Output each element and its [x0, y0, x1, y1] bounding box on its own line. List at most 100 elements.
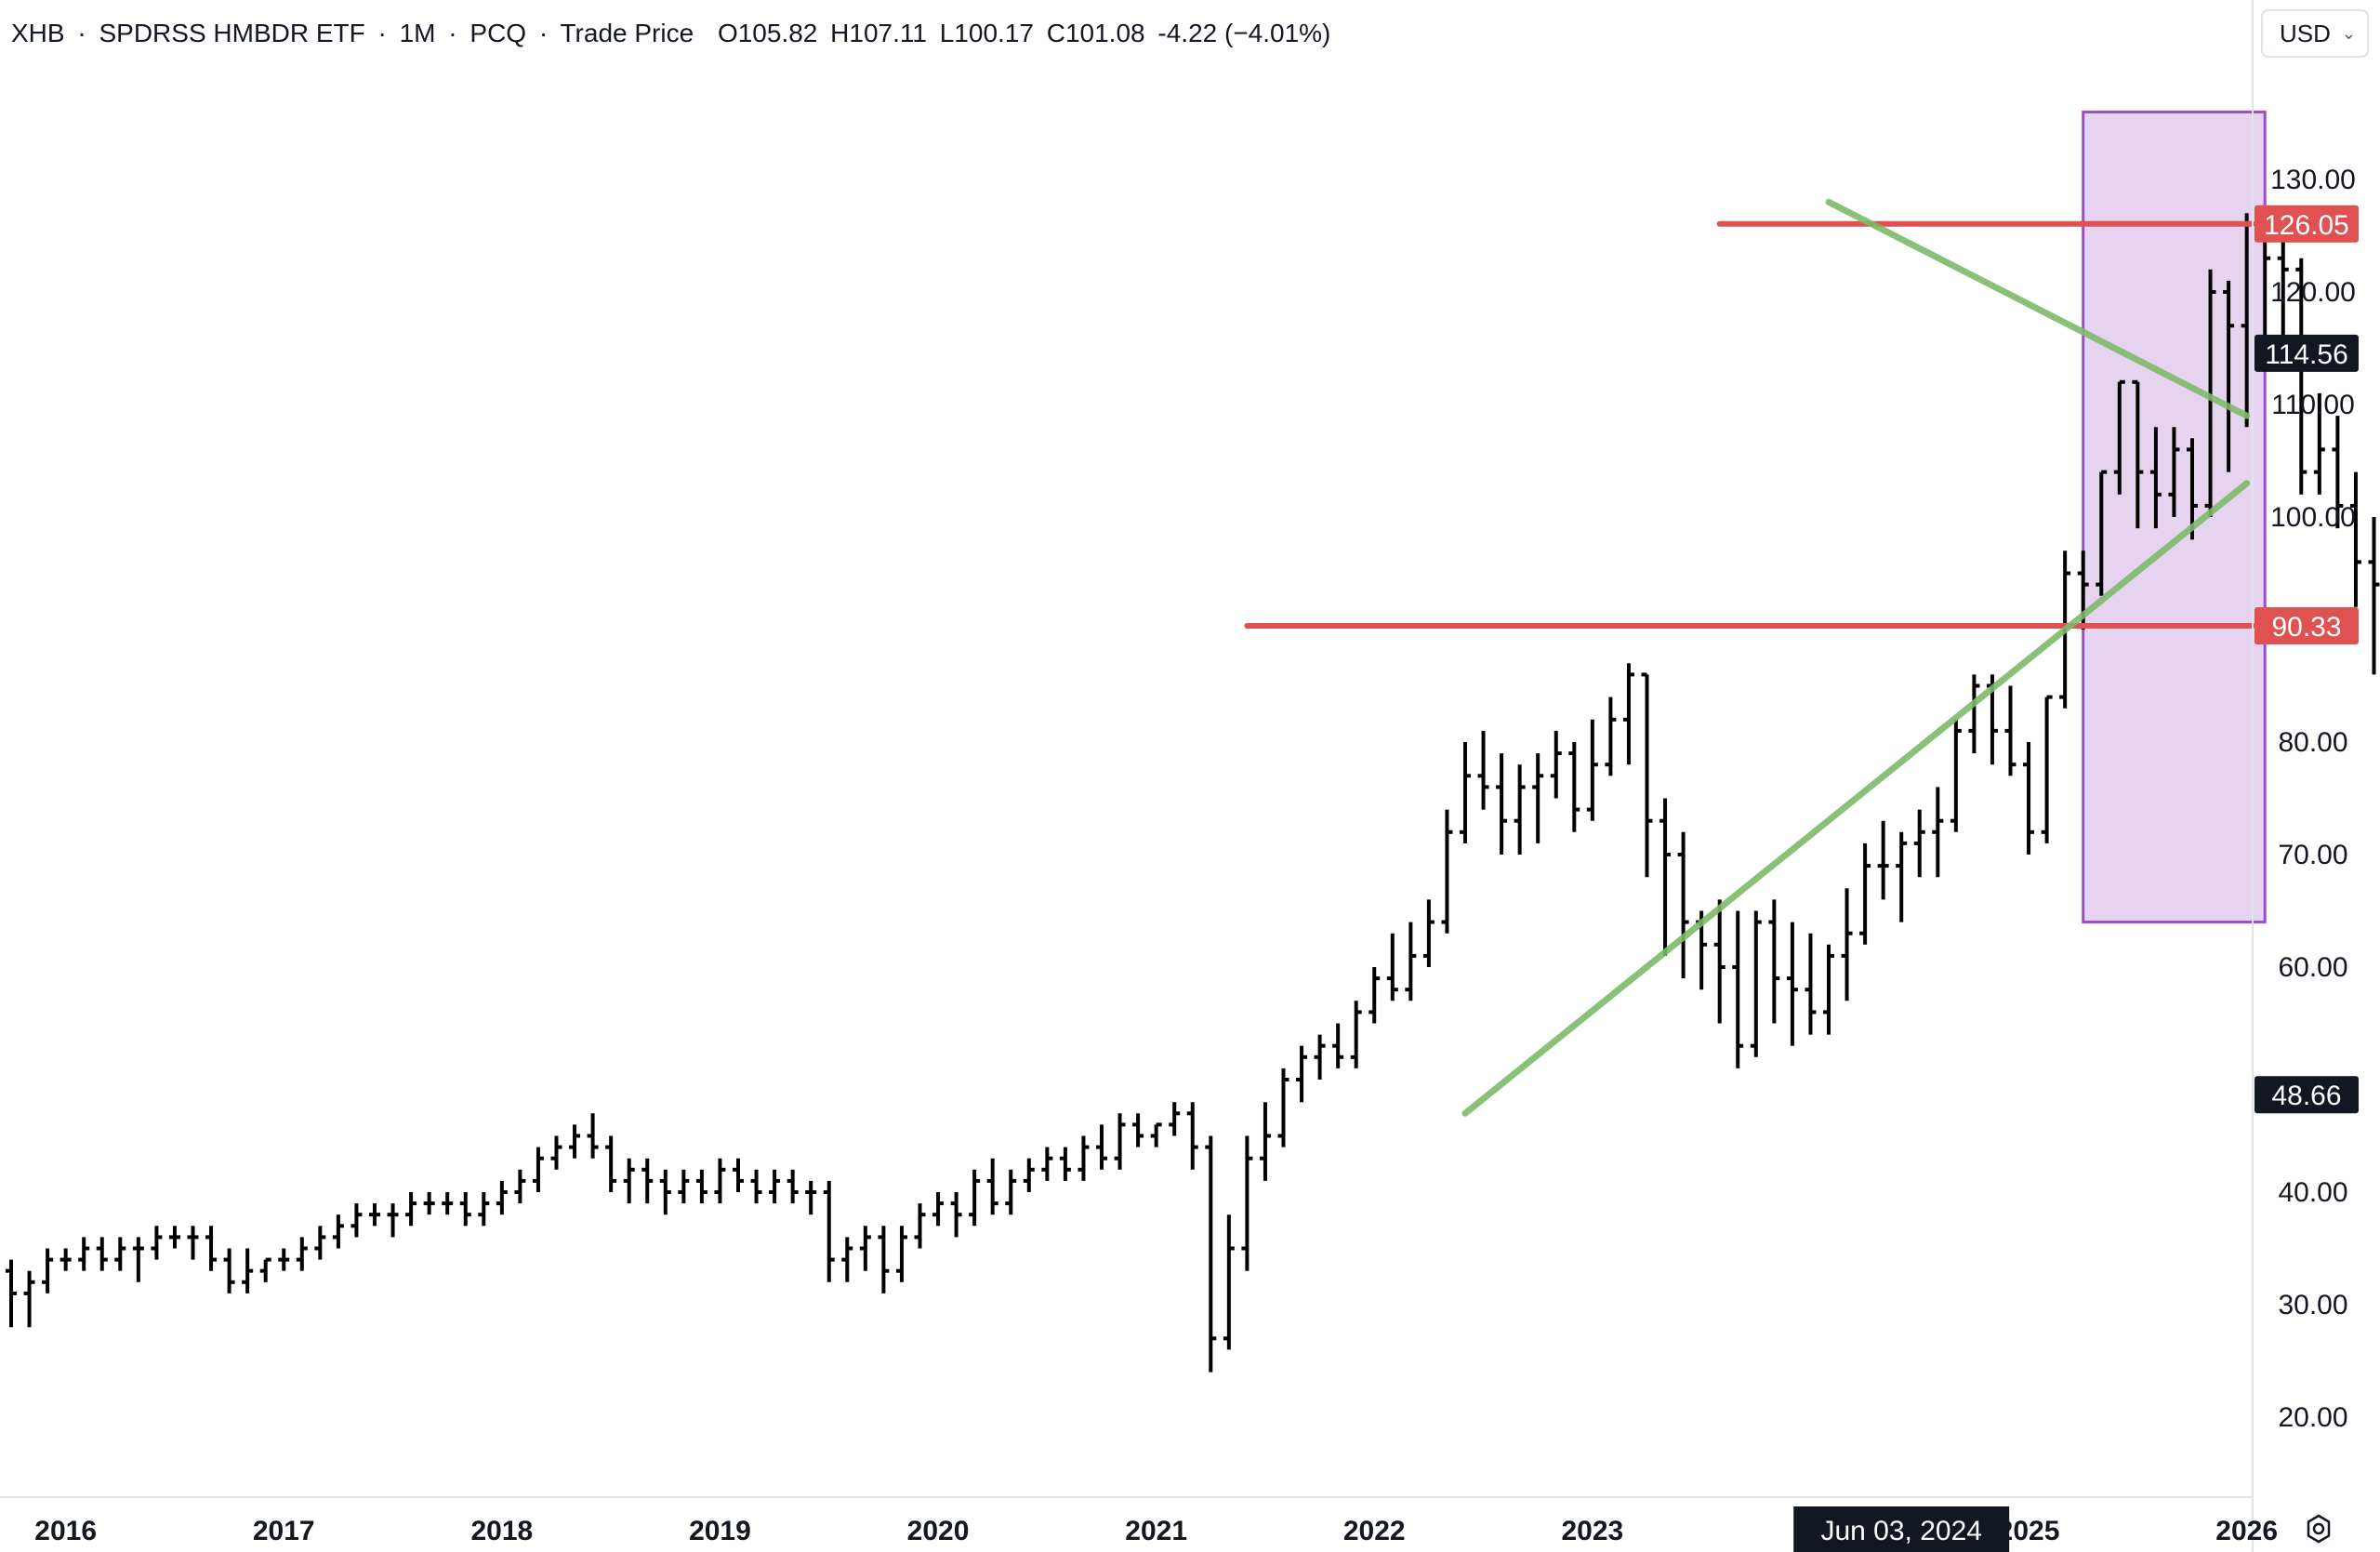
ohlc-bar: [23, 1270, 35, 1328]
ohlc-bar: [1768, 899, 1780, 1024]
ohlc-bar: [42, 1248, 54, 1293]
trend-line[interactable]: [1461, 480, 2251, 1117]
ohlc-bar: [859, 1226, 871, 1271]
y-tick-label: 70.00: [2278, 840, 2347, 870]
ohlc-bar: [114, 1237, 126, 1271]
legend-high: H107.11: [830, 19, 927, 47]
price-labels-layer: 126.05 114.56 90.33 48.66: [2254, 205, 2359, 1114]
ohlc-bar: [278, 1248, 290, 1271]
ohlc-bar: [986, 1158, 998, 1215]
price-label: 114.56: [2254, 334, 2359, 372]
ohlc-bar: [6, 1259, 17, 1328]
legend-separator: ·: [77, 19, 86, 47]
y-tick-label: 100.00: [2270, 502, 2356, 533]
ohlc-bar: [1896, 831, 1908, 922]
ohlc-bar: [1422, 899, 1435, 967]
chevron-down-icon: ⌄: [2341, 23, 2356, 43]
ohlc-bar: [2096, 470, 2108, 596]
gear-icon[interactable]: [2300, 1510, 2337, 1547]
currency-select[interactable]: USD ⌄: [2261, 9, 2369, 58]
ohlc-bar: [1205, 1135, 1217, 1373]
ohlc-bar: [1314, 1034, 1326, 1080]
ohlc-bar: [1568, 742, 1580, 832]
x-tick-label: 2016: [34, 1516, 97, 1546]
ohlc-bar: [1059, 1147, 1071, 1181]
ohlc-bar: [1078, 1135, 1090, 1181]
legend-symbol[interactable]: XHB: [11, 19, 65, 47]
currency-label: USD: [2280, 19, 2331, 47]
y-tick-label: 20.00: [2278, 1402, 2347, 1433]
ohlc-bar: [223, 1248, 235, 1293]
ohlc-bar: [1913, 809, 1925, 878]
ohlc-bar: [1713, 899, 1726, 1024]
ohlc-bar: [2023, 742, 2035, 855]
ohlc-bar: [659, 1169, 671, 1215]
ohlc-bar: [1550, 730, 1562, 799]
ohlc-bar: [805, 1180, 817, 1215]
y-tick-label: 80.00: [2278, 727, 2347, 758]
legend-change: -4.22 (−4.01%): [1157, 19, 1331, 47]
ohlc-bar: [841, 1237, 853, 1282]
ohlc-bar: [1277, 1068, 1289, 1147]
ohlc-bar: [1805, 933, 1817, 1035]
y-tick-label: 110.00: [2271, 390, 2355, 420]
ohlc-bar: [1586, 719, 1598, 821]
ohlc-bar: [496, 1180, 508, 1215]
ohlc-bar: [1514, 764, 1526, 855]
legend-name: SPDRSS HMBDR ETF: [99, 19, 365, 47]
legend-separator: ·: [448, 19, 457, 47]
ohlc-bar: [350, 1203, 363, 1238]
ohlc-bar: [714, 1158, 726, 1204]
ohlc-bar: [1732, 910, 1744, 1068]
y-tick-label: 60.00: [2278, 952, 2347, 983]
ohlc-bar: [442, 1192, 454, 1215]
ohlc-bar: [514, 1169, 526, 1204]
x-tick-label: 2020: [907, 1516, 970, 1546]
ohlc-bar: [314, 1226, 326, 1260]
svg-text:90.33: 90.33: [2271, 612, 2341, 643]
ohlc-bar: [96, 1237, 108, 1271]
legend-source: Trade Price: [560, 19, 694, 47]
svg-text:114.56: 114.56: [2265, 339, 2348, 370]
ohlc-bar: [1023, 1158, 1035, 1192]
ohlc-bar: [1823, 944, 1834, 1035]
ohlc-bar: [550, 1135, 562, 1170]
trend-lines-layer: [1461, 198, 2251, 1117]
ohlc-bar: [1496, 753, 1508, 855]
ohlc-bar: [2113, 379, 2125, 495]
trend-line[interactable]: [1825, 198, 2251, 419]
ohlc-bar: [242, 1248, 254, 1293]
ohlc-bar: [1114, 1113, 1126, 1170]
ohlc-bar: [1441, 809, 1453, 934]
ohlc-bar: [1841, 888, 1853, 1002]
ohlc-bar: [2132, 379, 2144, 529]
y-tick-label: 120.00: [2270, 277, 2356, 308]
legend-interval[interactable]: 1M: [399, 19, 436, 47]
ohlc-bar: [2041, 695, 2053, 843]
ohlc-bar: [2368, 517, 2380, 675]
ohlc-bar: [769, 1169, 781, 1204]
ohlc-bar: [132, 1237, 144, 1282]
crosshair-date-label: Jun 03, 2024: [1793, 1506, 2010, 1552]
ohlc-bar: [332, 1214, 344, 1249]
x-tick-label: 2026: [2215, 1516, 2278, 1546]
crosshair-date-text: Jun 03, 2024: [1820, 1516, 1981, 1546]
legend-exchange: PCQ: [469, 19, 527, 47]
ohlc-bar: [187, 1226, 199, 1260]
ohlc-bar: [478, 1192, 490, 1227]
x-tick-label: 2022: [1343, 1516, 1406, 1546]
price-label: 90.33: [2254, 607, 2359, 645]
ohlc-bar: [1223, 1214, 1235, 1350]
ohlc-bar: [1405, 922, 1417, 1002]
ohlc-bar: [1386, 933, 1398, 1002]
ohlc-bar: [1968, 674, 1980, 754]
ohlc-bar: [750, 1169, 762, 1204]
ohlc-bar: [405, 1192, 417, 1227]
ohlc-bar: [914, 1203, 926, 1249]
ohlc-bar: [1332, 1023, 1344, 1068]
ohlc-bar: [950, 1192, 962, 1238]
ohlc-bar: [2204, 269, 2216, 517]
ohlc-bar: [1641, 672, 1653, 878]
price-label: 48.66: [2254, 1076, 2359, 1114]
